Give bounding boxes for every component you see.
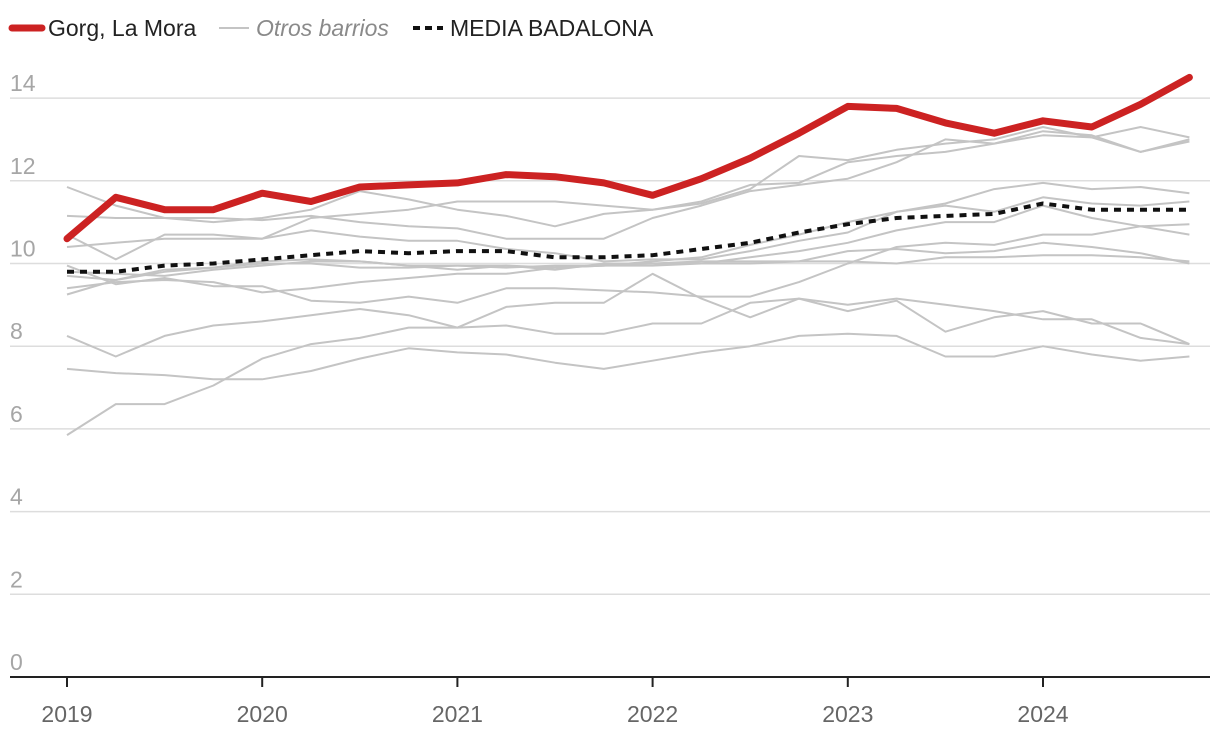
series-line-other-3 bbox=[66, 126, 1190, 240]
x-tick-label-2020: 2020 bbox=[237, 701, 288, 727]
legend-label-average: MEDIA BADALONA bbox=[450, 15, 654, 41]
y-tick-label-0: 0 bbox=[10, 649, 23, 675]
average-line-group bbox=[67, 201, 1190, 274]
grid-lines bbox=[10, 97, 1210, 596]
series-line-other-8 bbox=[66, 241, 1190, 296]
series-line-other-1 bbox=[66, 126, 1190, 228]
series-line-highlight bbox=[63, 73, 1193, 243]
series-line-other-11 bbox=[66, 297, 1190, 436]
x-tick-label-2023: 2023 bbox=[822, 701, 873, 727]
series-line-other-6 bbox=[66, 204, 1190, 294]
y-tick-label-14: 14 bbox=[10, 70, 36, 96]
series-line-other-4 bbox=[66, 181, 1190, 263]
series-line-average bbox=[67, 201, 1190, 274]
legend-label-others: Otros barrios bbox=[256, 15, 389, 41]
x-tick-label-2021: 2021 bbox=[432, 701, 483, 727]
y-tick-label-2: 2 bbox=[10, 566, 23, 592]
y-tick-label-6: 6 bbox=[10, 401, 23, 427]
other-neighbourhood-lines bbox=[66, 126, 1190, 436]
series-line-other-12 bbox=[66, 332, 1190, 381]
chart-legend: Gorg, La Mora Otros barrios MEDIA BADALO… bbox=[8, 15, 654, 41]
x-axis: 2019 2020 2021 2022 2023 2024 bbox=[10, 676, 1210, 727]
y-tick-label-8: 8 bbox=[10, 318, 23, 344]
y-axis-ticks: 0 2 4 6 8 10 12 14 bbox=[10, 70, 36, 675]
y-tick-label-4: 4 bbox=[10, 484, 23, 510]
series-line-other-10 bbox=[66, 272, 1190, 358]
series-line-other-9 bbox=[66, 254, 1190, 281]
y-tick-label-10: 10 bbox=[10, 236, 36, 262]
series-line-other-7 bbox=[66, 223, 1190, 304]
x-tick-label-2024: 2024 bbox=[1017, 701, 1068, 727]
x-tick-label-2022: 2022 bbox=[627, 701, 678, 727]
x-tick-label-2019: 2019 bbox=[41, 701, 92, 727]
y-tick-label-12: 12 bbox=[10, 153, 36, 179]
legend-label-highlight: Gorg, La Mora bbox=[48, 15, 196, 41]
highlight-line-group bbox=[63, 73, 1193, 243]
